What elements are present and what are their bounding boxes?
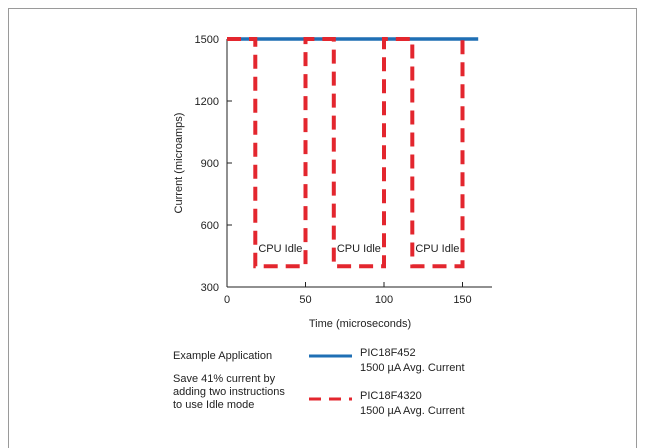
legend-swatches xyxy=(309,354,352,401)
legend-pic18f4320-current: 1500 µA Avg. Current xyxy=(360,405,465,417)
legend-pic18f452-name: PIC18F452 xyxy=(360,347,416,359)
y-tick-label: 600 xyxy=(201,220,219,232)
notes-line-2: adding two instructions xyxy=(173,386,285,398)
legend-pic18f4320-name: PIC18F4320 xyxy=(360,390,422,402)
figure-frame xyxy=(8,8,637,448)
x-tick-label: 0 xyxy=(224,294,230,306)
y-axis-label: Current (microamps) xyxy=(173,113,185,214)
notes-line-1: Save 41% current by xyxy=(173,373,276,385)
cpu-idle-label: CPU Idle xyxy=(337,243,381,255)
x-tick-label: 150 xyxy=(453,294,471,306)
current-vs-time-chart: 300 600 900 1200 1500 0 50 100 150 Time (microsec… xyxy=(173,34,492,330)
annotations: CPU Idle CPU Idle CPU Idle xyxy=(258,243,459,255)
y-tick-label: 1200 xyxy=(195,96,219,108)
y-tick-label: 1500 xyxy=(195,34,219,46)
x-tick-label: 50 xyxy=(299,294,311,306)
axes: 300 600 900 1200 1500 0 50 100 150 Time (microsec… xyxy=(173,34,492,330)
notes-line-3: to use Idle mode xyxy=(173,399,255,411)
notes-title: Example Application xyxy=(173,350,273,362)
series-line-pic18f4320 xyxy=(227,37,465,269)
y-tick-label: 300 xyxy=(201,282,219,294)
legend-pic18f452-current: 1500 µA Avg. Current xyxy=(360,362,465,374)
series-layer xyxy=(227,37,479,269)
cpu-idle-label: CPU Idle xyxy=(415,243,459,255)
y-tick-label: 900 xyxy=(201,158,219,170)
x-axis-label: Time (microseconds) xyxy=(309,318,411,330)
x-tick-label: 100 xyxy=(375,294,393,306)
cpu-idle-label: CPU Idle xyxy=(258,243,302,255)
